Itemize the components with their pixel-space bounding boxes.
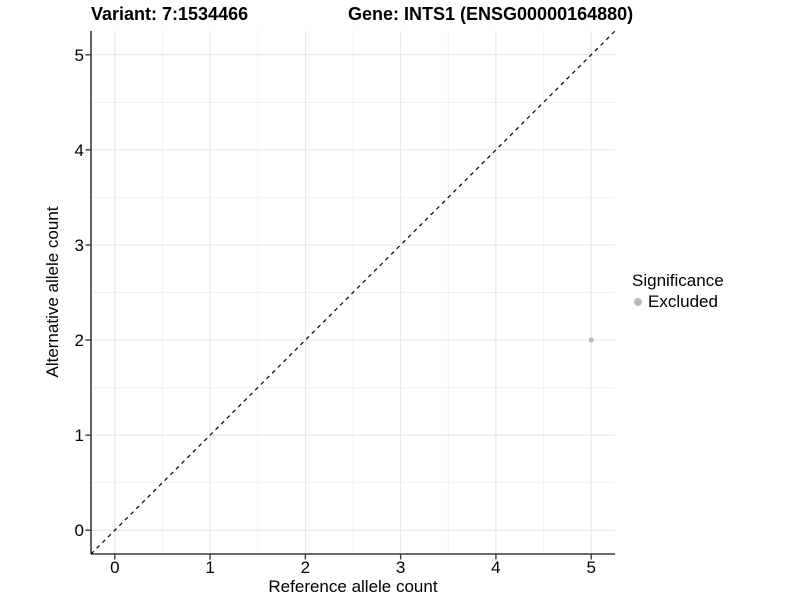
x-tick-label: 2 <box>301 558 310 577</box>
legend: Significance Excluded <box>632 271 724 312</box>
x-tick-label: 4 <box>491 558 500 577</box>
x-axis-title: Reference allele count <box>268 577 438 596</box>
y-tick-label: 1 <box>75 426 84 445</box>
x-tick-label: 1 <box>205 558 214 577</box>
legend-item-label: Excluded <box>648 292 718 311</box>
y-tick-label: 4 <box>75 141 84 160</box>
y-tick-label: 5 <box>75 46 84 65</box>
data-point <box>588 337 594 343</box>
variant-title: Variant: 7:1534466 <box>91 4 249 24</box>
y-tick-label: 3 <box>75 236 84 255</box>
x-tick-label: 3 <box>396 558 405 577</box>
legend-item-excluded: Excluded <box>632 292 724 312</box>
gene-title: Gene: INTS1 (ENSG00000164880) <box>348 4 634 24</box>
x-tick-label: 0 <box>110 558 119 577</box>
y-tick-label: 0 <box>75 521 84 540</box>
x-tick-label: 5 <box>586 558 595 577</box>
legend-point-icon <box>634 298 642 306</box>
y-axis-title: Alternative allele count <box>43 206 62 378</box>
y-tick-label: 2 <box>75 331 84 350</box>
legend-title: Significance <box>632 271 724 290</box>
identity-dashed-line <box>90 30 616 555</box>
